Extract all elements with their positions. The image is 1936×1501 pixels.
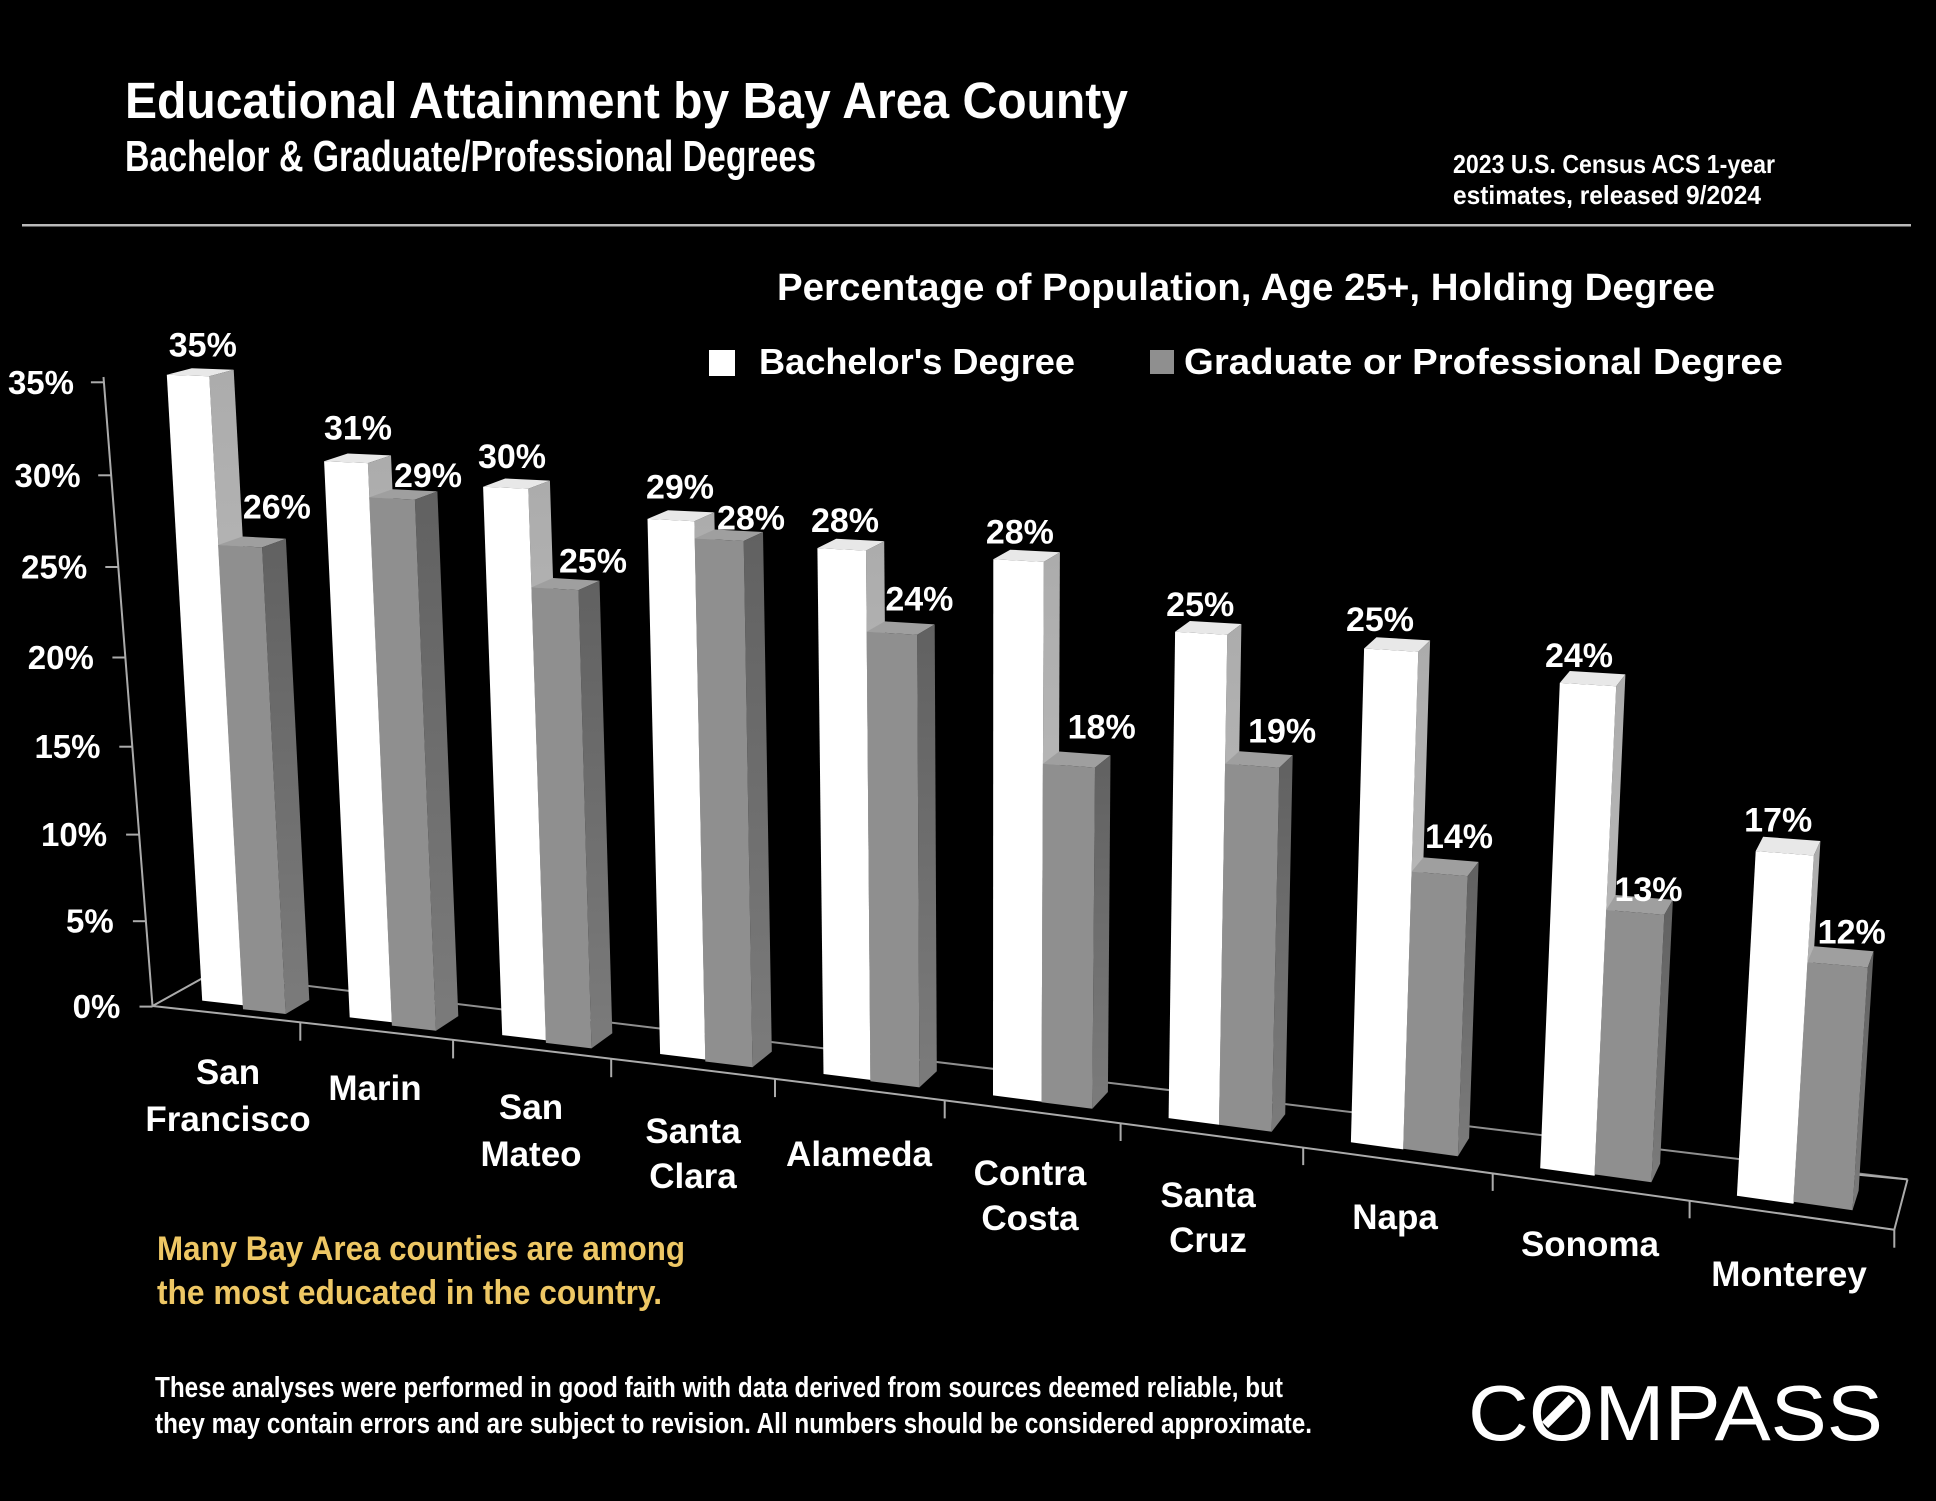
svg-text:30%: 30%	[478, 438, 546, 476]
svg-text:10%: 10%	[41, 816, 107, 853]
svg-text:San: San	[196, 1053, 260, 1092]
svg-text:28%: 28%	[986, 513, 1054, 551]
svg-text:31%: 31%	[324, 410, 392, 448]
svg-text:Costa: Costa	[981, 1199, 1079, 1238]
svg-text:Santa: Santa	[645, 1112, 741, 1151]
svg-text:Napa: Napa	[1352, 1198, 1438, 1237]
svg-text:Bachelor & Graduate/Profession: Bachelor & Graduate/Professional Degrees	[125, 132, 816, 181]
svg-text:Mateo: Mateo	[480, 1135, 581, 1174]
svg-text:Bachelor's Degree: Bachelor's Degree	[759, 341, 1075, 382]
svg-text:estimates, released 9/2024: estimates, released 9/2024	[1453, 180, 1761, 210]
svg-text:17%: 17%	[1744, 801, 1812, 839]
svg-text:San: San	[499, 1088, 563, 1127]
svg-text:13%: 13%	[1614, 871, 1682, 909]
svg-text:Contra: Contra	[974, 1154, 1087, 1193]
svg-text:Monterey: Monterey	[1711, 1255, 1867, 1294]
svg-text:Marin: Marin	[328, 1069, 421, 1108]
svg-text:15%: 15%	[34, 728, 100, 765]
svg-text:18%: 18%	[1068, 709, 1136, 747]
svg-text:Percentage of Population, Age: Percentage of Population, Age 25+, Holdi…	[777, 267, 1715, 309]
svg-text:Sonoma: Sonoma	[1521, 1225, 1660, 1264]
svg-text:5%: 5%	[66, 903, 114, 940]
svg-text:29%: 29%	[394, 457, 462, 495]
svg-text:14%: 14%	[1425, 818, 1493, 856]
svg-text:25%: 25%	[1346, 601, 1414, 639]
svg-text:20%: 20%	[28, 639, 94, 676]
svg-text:19%: 19%	[1248, 712, 1316, 750]
svg-text:2023 U.S. Census ACS 1-year: 2023 U.S. Census ACS 1-year	[1453, 149, 1775, 179]
svg-text:25%: 25%	[559, 543, 627, 581]
svg-text:0%: 0%	[73, 988, 121, 1025]
svg-text:24%: 24%	[885, 580, 953, 618]
svg-text:35%: 35%	[169, 327, 237, 365]
svg-text:the most educated in the count: the most educated in the country.	[157, 1274, 662, 1312]
svg-text:Many Bay Area counties are amo: Many Bay Area counties are among	[157, 1230, 685, 1268]
svg-text:12%: 12%	[1818, 914, 1886, 952]
svg-text:Francisco: Francisco	[145, 1100, 310, 1139]
svg-text:they may contain errors and ar: they may contain errors and are subject …	[155, 1408, 1312, 1440]
svg-text:Cruz: Cruz	[1169, 1221, 1247, 1260]
svg-text:25%: 25%	[1166, 586, 1234, 624]
svg-text:COMPASS: COMPASS	[1468, 1369, 1883, 1457]
svg-text:These analyses were performed: These analyses were performed in good fa…	[155, 1372, 1283, 1404]
svg-text:28%: 28%	[811, 502, 879, 540]
svg-text:29%: 29%	[646, 469, 714, 507]
svg-text:26%: 26%	[243, 489, 311, 527]
svg-text:25%: 25%	[21, 549, 87, 586]
svg-text:35%: 35%	[8, 364, 74, 401]
svg-text:30%: 30%	[15, 457, 81, 494]
svg-text:Alameda: Alameda	[786, 1135, 932, 1174]
svg-text:24%: 24%	[1545, 637, 1613, 675]
svg-text:Santa: Santa	[1160, 1176, 1256, 1215]
svg-text:Clara: Clara	[649, 1157, 737, 1196]
svg-text:28%: 28%	[717, 500, 785, 538]
svg-text:Graduate or Professional Degre: Graduate or Professional Degree	[1184, 341, 1783, 382]
svg-text:Educational Attainment by Bay: Educational Attainment by Bay Area Count…	[125, 72, 1129, 129]
